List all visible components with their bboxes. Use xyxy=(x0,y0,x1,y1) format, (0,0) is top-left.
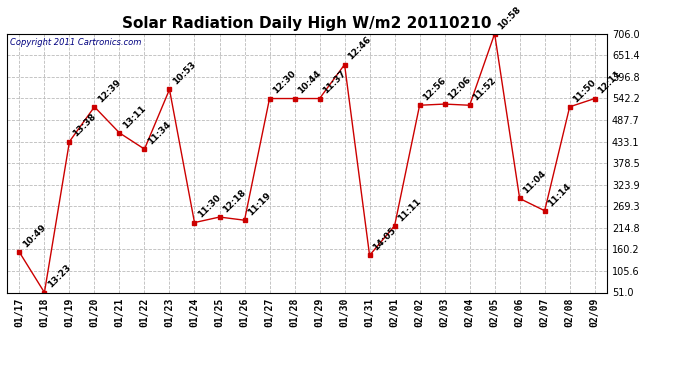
Text: 10:58: 10:58 xyxy=(496,4,522,31)
Text: 13:11: 13:11 xyxy=(121,104,148,130)
Text: 11:11: 11:11 xyxy=(396,196,422,223)
Text: 10:49: 10:49 xyxy=(21,223,48,249)
Text: 10:44: 10:44 xyxy=(296,69,323,96)
Title: Solar Radiation Daily High W/m2 20110210: Solar Radiation Daily High W/m2 20110210 xyxy=(122,16,492,31)
Text: 11:50: 11:50 xyxy=(571,78,598,104)
Text: Copyright 2011 Cartronics.com: Copyright 2011 Cartronics.com xyxy=(10,38,141,46)
Text: 11:34: 11:34 xyxy=(146,120,172,146)
Text: 12:56: 12:56 xyxy=(421,76,448,102)
Text: 11:37: 11:37 xyxy=(321,69,348,96)
Text: 10:53: 10:53 xyxy=(171,60,197,87)
Text: 12:46: 12:46 xyxy=(346,35,373,62)
Text: 12:11: 12:11 xyxy=(596,69,622,96)
Text: 11:14: 11:14 xyxy=(546,181,573,208)
Text: 12:39: 12:39 xyxy=(96,77,123,104)
Text: 12:06: 12:06 xyxy=(446,75,473,101)
Text: 12:18: 12:18 xyxy=(221,188,248,214)
Text: 14:05: 14:05 xyxy=(371,226,397,253)
Text: 12:30: 12:30 xyxy=(271,69,297,96)
Text: 11:30: 11:30 xyxy=(196,193,222,220)
Text: 11:04: 11:04 xyxy=(521,169,548,196)
Text: 13:23: 13:23 xyxy=(46,263,72,290)
Text: 11:19: 11:19 xyxy=(246,191,273,217)
Text: 13:38: 13:38 xyxy=(71,112,97,139)
Text: 11:52: 11:52 xyxy=(471,76,497,102)
